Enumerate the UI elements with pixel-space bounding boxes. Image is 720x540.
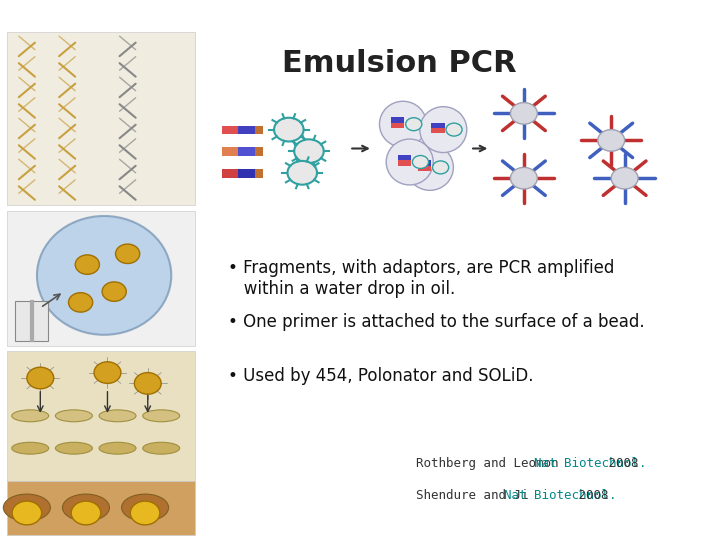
Text: 2008: 2008 xyxy=(601,457,639,470)
Ellipse shape xyxy=(4,494,50,521)
Circle shape xyxy=(115,244,140,264)
Circle shape xyxy=(598,130,625,151)
Ellipse shape xyxy=(406,145,454,191)
FancyBboxPatch shape xyxy=(222,169,238,178)
FancyBboxPatch shape xyxy=(418,160,431,166)
Ellipse shape xyxy=(99,442,136,454)
FancyBboxPatch shape xyxy=(397,155,411,160)
FancyBboxPatch shape xyxy=(6,32,195,205)
Ellipse shape xyxy=(12,442,49,454)
Ellipse shape xyxy=(99,410,136,422)
FancyBboxPatch shape xyxy=(391,123,405,128)
Circle shape xyxy=(446,123,462,136)
Circle shape xyxy=(71,501,101,525)
Ellipse shape xyxy=(122,494,168,521)
Text: Shendure and Ji: Shendure and Ji xyxy=(416,489,536,502)
Circle shape xyxy=(611,167,638,189)
Text: Rothberg and Leomon: Rothberg and Leomon xyxy=(416,457,567,470)
Text: • One primer is attached to the surface of a bead.: • One primer is attached to the surface … xyxy=(228,313,645,331)
FancyBboxPatch shape xyxy=(255,147,264,156)
Circle shape xyxy=(294,139,324,163)
Ellipse shape xyxy=(143,442,180,454)
Circle shape xyxy=(27,367,54,389)
Circle shape xyxy=(12,501,42,525)
Ellipse shape xyxy=(55,410,92,422)
Ellipse shape xyxy=(386,139,433,185)
Ellipse shape xyxy=(379,102,426,147)
Ellipse shape xyxy=(420,107,467,152)
Ellipse shape xyxy=(143,410,180,422)
Ellipse shape xyxy=(37,216,171,335)
Ellipse shape xyxy=(55,442,92,454)
Circle shape xyxy=(130,501,160,525)
Circle shape xyxy=(68,293,93,312)
Circle shape xyxy=(274,118,304,141)
Text: Nat Biotechnol.: Nat Biotechnol. xyxy=(504,489,616,502)
FancyBboxPatch shape xyxy=(397,160,411,166)
Ellipse shape xyxy=(63,494,109,521)
FancyBboxPatch shape xyxy=(6,351,195,481)
FancyBboxPatch shape xyxy=(238,147,255,156)
FancyBboxPatch shape xyxy=(15,301,48,341)
Circle shape xyxy=(405,118,422,131)
Circle shape xyxy=(510,103,537,124)
Text: • Used by 454, Polonator and SOLiD.: • Used by 454, Polonator and SOLiD. xyxy=(228,367,534,385)
FancyBboxPatch shape xyxy=(431,123,445,128)
FancyBboxPatch shape xyxy=(391,117,405,123)
Circle shape xyxy=(135,373,161,394)
FancyBboxPatch shape xyxy=(222,147,238,156)
Circle shape xyxy=(413,156,428,168)
Circle shape xyxy=(287,161,317,185)
FancyBboxPatch shape xyxy=(238,169,255,178)
FancyBboxPatch shape xyxy=(255,169,264,178)
Circle shape xyxy=(94,362,121,383)
FancyBboxPatch shape xyxy=(238,126,255,134)
Text: 2008: 2008 xyxy=(571,489,608,502)
FancyBboxPatch shape xyxy=(6,211,195,346)
Text: • Fragments, with adaptors, are PCR amplified
   within a water drop in oil.: • Fragments, with adaptors, are PCR ampl… xyxy=(228,259,615,298)
FancyBboxPatch shape xyxy=(431,128,445,133)
FancyBboxPatch shape xyxy=(255,126,264,134)
Circle shape xyxy=(102,282,126,301)
Text: Nat Biotechnol.: Nat Biotechnol. xyxy=(534,457,647,470)
Circle shape xyxy=(433,161,449,174)
Text: Emulsion PCR: Emulsion PCR xyxy=(282,49,517,78)
FancyBboxPatch shape xyxy=(418,166,431,171)
FancyBboxPatch shape xyxy=(222,126,238,134)
Ellipse shape xyxy=(12,410,49,422)
Circle shape xyxy=(510,167,537,189)
FancyBboxPatch shape xyxy=(6,481,195,535)
Circle shape xyxy=(75,255,99,274)
